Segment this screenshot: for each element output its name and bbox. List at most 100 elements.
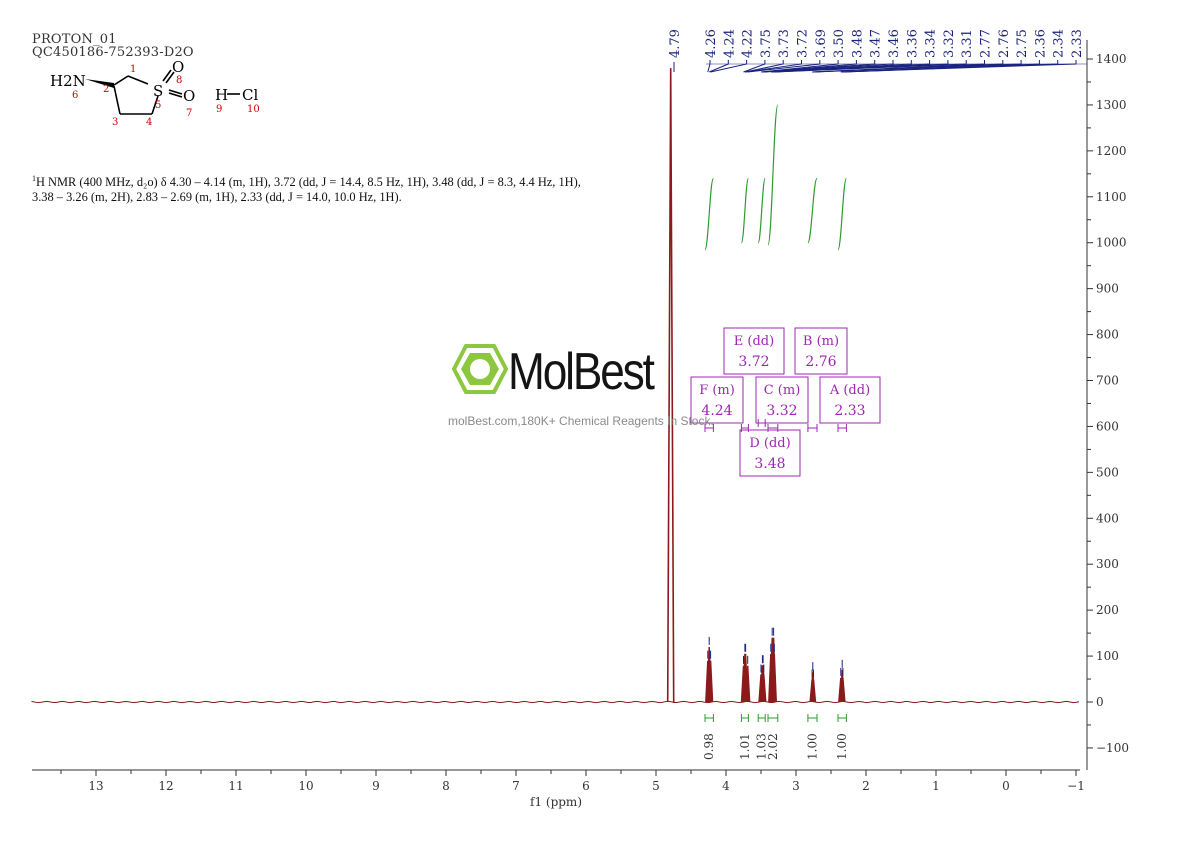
atom-number-6: 6 xyxy=(72,90,78,101)
multiplet-box xyxy=(690,376,744,424)
multiplet-box-value: 4.24 xyxy=(701,403,732,419)
x-tick-label: 10 xyxy=(298,779,313,793)
integral-curve xyxy=(807,177,818,244)
peak-label: 2.36 xyxy=(1033,29,1048,58)
y-tick-label: 1300 xyxy=(1096,98,1127,112)
multiplet-line xyxy=(810,679,817,703)
integral-label: 1.01 xyxy=(738,733,752,760)
integral-label: 1.00 xyxy=(805,733,819,760)
x-tick-label: 12 xyxy=(158,779,173,793)
peak-label: 3.36 xyxy=(905,29,920,58)
experiment-name: PROTON_01 xyxy=(32,32,117,47)
integral-curve xyxy=(757,177,766,244)
y-tick-label: 500 xyxy=(1096,465,1119,479)
multiplet-box-value: 3.72 xyxy=(738,354,769,370)
peak-label: 3.34 xyxy=(924,29,939,58)
solvent-peak xyxy=(666,68,675,703)
integral-bracket xyxy=(704,714,714,722)
chemical-structure: H2N 1 2 3 4 5 6 7 8 9 10 S O O H Cl xyxy=(50,58,260,126)
multiplet-box xyxy=(819,376,881,424)
multiplet-box-title: F (m) xyxy=(699,383,735,398)
peak-label: 2.33 xyxy=(1070,29,1085,58)
multiplet-box-title: B (m) xyxy=(803,334,839,349)
peak-label: 2.76 xyxy=(997,29,1012,58)
multiplet-range xyxy=(767,424,779,432)
y-tick-label: 200 xyxy=(1096,603,1119,617)
x-tick-label: 13 xyxy=(88,779,103,793)
peak-label: 2.77 xyxy=(979,29,994,58)
x-tick-label: 7 xyxy=(512,779,520,793)
peak-label: 2.34 xyxy=(1052,29,1067,58)
integral-bracket xyxy=(807,714,818,722)
integral-label: 1.03 xyxy=(755,733,769,760)
multiplet-box xyxy=(794,327,848,375)
peak-label: 3.72 xyxy=(796,29,811,58)
peak-label: 4.26 xyxy=(704,29,719,58)
hydrogen-label: H xyxy=(215,86,228,104)
peak-label: 3.69 xyxy=(814,29,829,58)
multiplet-box-title: A (dd) xyxy=(829,383,870,398)
peak-label: 4.24 xyxy=(722,29,737,58)
multiplet-line xyxy=(840,677,846,703)
y-tick-label: 1100 xyxy=(1096,190,1127,204)
integral-label: 0.98 xyxy=(702,733,716,760)
atom-number-5: 5 xyxy=(155,100,161,111)
peak-label: 3.47 xyxy=(869,29,884,58)
x-tick-label: 5 xyxy=(652,779,660,793)
watermark-url: molBest.com,180K+ Chemical Reagents In S… xyxy=(448,414,714,428)
integral-curve xyxy=(767,104,779,246)
atom-number-7: 7 xyxy=(186,108,192,119)
y-tick-label: 1400 xyxy=(1096,52,1127,66)
multiplet-box-value: 3.48 xyxy=(754,456,785,472)
nmr-description: 1H NMR (400 MHz, d₂o) δ 4.30 – 4.14 (m, … xyxy=(32,171,592,205)
nucleus-superscript: 1 xyxy=(32,174,36,183)
chlorine-label: Cl xyxy=(242,86,258,104)
x-tick-label: −1 xyxy=(1067,779,1085,793)
atom-number-3: 3 xyxy=(112,117,118,126)
multiplet-range xyxy=(704,424,714,432)
peak-label: 3.75 xyxy=(759,29,774,58)
multiplet-box xyxy=(739,429,801,477)
y-tick-label: 700 xyxy=(1096,374,1119,388)
watermark-brand: MolBest xyxy=(508,343,655,401)
peak-label: 3.73 xyxy=(777,29,792,58)
peak-label: 3.48 xyxy=(850,29,865,58)
multiplet-line xyxy=(745,665,751,703)
atom-number-1: 1 xyxy=(130,64,136,75)
x-tick-label: 9 xyxy=(372,779,380,793)
amine-label: H2N xyxy=(50,72,86,90)
x-tick-label: 4 xyxy=(722,779,730,793)
y-tick-label: −100 xyxy=(1096,741,1129,755)
x-tick-label: 3 xyxy=(792,779,800,793)
atom-number-4: 4 xyxy=(146,117,152,126)
oxygen-top-label: O xyxy=(172,58,184,76)
peak-label: 3.50 xyxy=(832,29,847,58)
peak-label: 3.32 xyxy=(942,29,957,58)
y-tick-label: 100 xyxy=(1096,649,1119,663)
integral-bracket xyxy=(837,714,847,722)
molbest-logo-icon xyxy=(452,344,508,394)
x-tick-label: 1 xyxy=(932,779,940,793)
y-tick-label: 400 xyxy=(1096,511,1119,525)
oxygen-right-label: O xyxy=(183,87,195,105)
integral-curve xyxy=(837,177,847,251)
x-axis-title: f1 (ppm) xyxy=(530,795,582,809)
y-tick-label: 1000 xyxy=(1096,236,1127,250)
multiplet-box xyxy=(755,376,809,424)
multiplet-box-title: C (m) xyxy=(764,383,801,398)
y-tick-label: 900 xyxy=(1096,282,1119,296)
multiplet-range xyxy=(807,424,818,432)
x-tick-label: 11 xyxy=(228,779,243,793)
integral-label: 1.00 xyxy=(835,733,849,760)
integral-bracket xyxy=(767,714,779,722)
x-tick-label: 8 xyxy=(442,779,450,793)
atom-number-9: 9 xyxy=(216,104,222,115)
nmr-description-text: H NMR (400 MHz, d₂o) δ 4.30 – 4.14 (m, 1… xyxy=(32,175,581,205)
peak-label: 3.31 xyxy=(960,29,975,58)
multiplet-box-value: 2.76 xyxy=(805,354,836,370)
peak-label: 4.22 xyxy=(741,29,756,58)
multiplet-range xyxy=(837,424,847,432)
x-tick-label: 2 xyxy=(862,779,870,793)
